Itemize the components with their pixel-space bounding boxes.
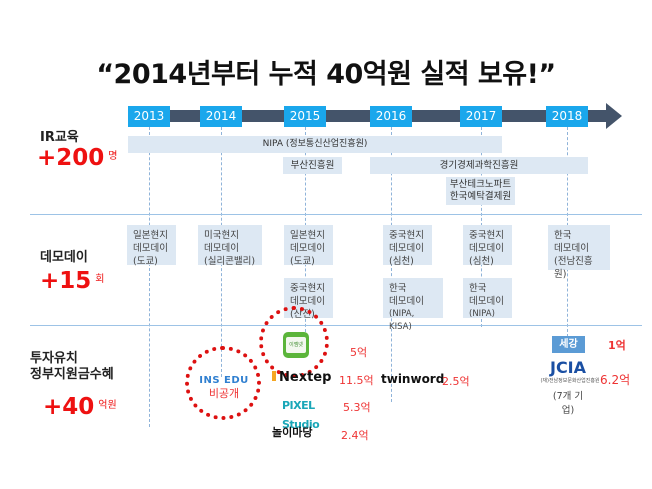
demo-box-line: (심천) <box>469 256 494 267</box>
invest-label-line1: 투자유치 <box>30 351 78 366</box>
demo-box-line: 중국현지 <box>389 230 424 241</box>
demo-box-line: 데모데이 <box>290 296 325 307</box>
highlight-circle <box>185 346 261 420</box>
demo-box: 한국 데모데이 (NIPA) <box>463 278 512 319</box>
ir-value: +200 <box>37 145 105 171</box>
demo-box: 일본현지 데모데이 (도쿄) <box>284 225 333 267</box>
demo-box-line: (도쿄) <box>133 256 158 267</box>
busan-techno-line1: 부산테크노파트 <box>449 179 512 190</box>
demo-value: +15 <box>40 268 92 294</box>
pixel-studio-logo: PIXEL Studio <box>282 394 332 431</box>
demo-box-line: 한국 <box>469 283 487 294</box>
pixel-studio-logo-text: PIXEL Studio <box>282 399 320 431</box>
demo-box: 중국현지 데모데이 (심천) <box>463 225 512 267</box>
demo-box-line: 데모데이 <box>469 243 504 254</box>
nextep-logo: Nextep <box>279 370 332 385</box>
jcia-amount: 6.2억 <box>600 373 631 387</box>
demo-unit: 회 <box>95 274 105 285</box>
emnet-amount: 5억 <box>350 346 368 359</box>
gyeonggi-bar: 경기경제과학진흥원 <box>370 157 588 174</box>
page-title: “2014년부터 누적 40억원 실적 보유!” <box>96 59 556 90</box>
twinword-amount: 2.5억 <box>442 375 470 388</box>
nolimadang-amount: 2.4억 <box>341 429 369 442</box>
timeline-arrow-icon <box>606 103 622 129</box>
ir-stat: +200 명 <box>37 145 118 171</box>
busan-techno-box: 부산테크노파트 한국예탁결제원 <box>446 177 515 205</box>
ins-edu-note: 비공개 <box>208 387 240 400</box>
demo-box-line: (전남진흥원) <box>554 256 593 280</box>
busan-techno-line2: 한국예탁결제원 <box>449 191 512 202</box>
section-divider <box>30 325 642 326</box>
demo-box-line: 한국 <box>389 283 407 294</box>
twinword-logo: twinword <box>381 372 445 386</box>
year-2015: 2015 <box>284 106 326 127</box>
ir-label: IR교육 <box>40 130 79 145</box>
demo-stat: +15 회 <box>40 268 104 294</box>
year-2014: 2014 <box>200 106 242 127</box>
demo-box: 미국현지 데모데이 (실리콘밸리) <box>198 225 262 267</box>
demo-box-line: 한국 <box>554 230 572 241</box>
demo-box-line: 미국현지 <box>204 230 239 241</box>
year-2018: 2018 <box>546 106 588 127</box>
demo-box-line: 데모데이 <box>469 296 504 307</box>
segang-amount: 1억 <box>608 339 626 352</box>
guide-line-2013 <box>149 127 150 427</box>
nipa-bar: NIPA (정보통신산업진흥원) <box>128 136 502 153</box>
demo-box-line: 데모데이 <box>554 243 589 254</box>
demo-box-line: 중국현지 <box>290 283 325 294</box>
demo-label: 데모데이 <box>40 250 88 265</box>
demo-box: 한국 데모데이 (NIPA, KISA) <box>383 278 443 332</box>
demo-box-line: 데모데이 <box>290 243 325 254</box>
pixel-amount: 5.3억 <box>343 401 371 414</box>
section-divider <box>30 214 642 215</box>
jcia-logo: JCIA <box>549 358 587 377</box>
ins-edu-logo-text: INS EDU <box>199 375 249 386</box>
year-2017: 2017 <box>460 106 502 127</box>
demo-box-line: 일본현지 <box>290 230 325 241</box>
demo-box-line: (도쿄) <box>290 256 315 267</box>
invest-label-line2: 정부지원금수혜 <box>30 367 114 382</box>
jcia-subtitle: (재)전남정보문화산업진흥원 <box>540 378 600 384</box>
invest-stat: +40 억원 <box>43 394 117 420</box>
ir-unit: 명 <box>108 151 118 162</box>
demo-box-line: 중국현지 <box>469 230 504 241</box>
invest-label: 투자유치 정부지원금수혜 <box>30 351 114 383</box>
nextep-amount: 11.5억 <box>339 374 374 387</box>
demo-box-line: (심천) <box>389 256 414 267</box>
segang-logo: 세강 <box>552 336 585 353</box>
nolimadang-logo: 놀이마당 <box>272 426 313 439</box>
emnet-logo: 이엠넷 <box>283 332 309 358</box>
demo-box: 한국 데모데이 (전남진흥원) <box>548 225 610 280</box>
demo-box-line: 데모데이 <box>204 243 239 254</box>
year-2013: 2013 <box>128 106 170 127</box>
demo-box-line: 데모데이 <box>389 296 424 307</box>
emnet-logo-text: 이엠넷 <box>286 337 306 353</box>
demo-box-line: (NIPA) <box>469 309 495 319</box>
busan-bar: 부산진흥원 <box>283 157 342 174</box>
invest-unit: 억원 <box>98 400 117 411</box>
demo-box-line: 일본현지 <box>133 230 168 241</box>
demo-box-line: (실리콘밸리) <box>204 256 256 267</box>
demo-box-line: 데모데이 <box>389 243 424 254</box>
demo-box-line: 데모데이 <box>133 243 168 254</box>
jcia-note: (7개 기업) <box>552 391 584 416</box>
demo-box-line: (NIPA, KISA) <box>389 309 415 332</box>
nextep-logo-mark <box>272 371 276 381</box>
demo-box: 일본현지 데모데이 (도쿄) <box>127 225 176 267</box>
demo-box: 중국현지 데모데이 (심천) <box>383 225 432 267</box>
ins-edu-logo: INS EDU <box>194 368 254 387</box>
invest-value: +40 <box>43 394 95 420</box>
highlight-circle <box>259 306 329 378</box>
year-2016: 2016 <box>370 106 412 127</box>
